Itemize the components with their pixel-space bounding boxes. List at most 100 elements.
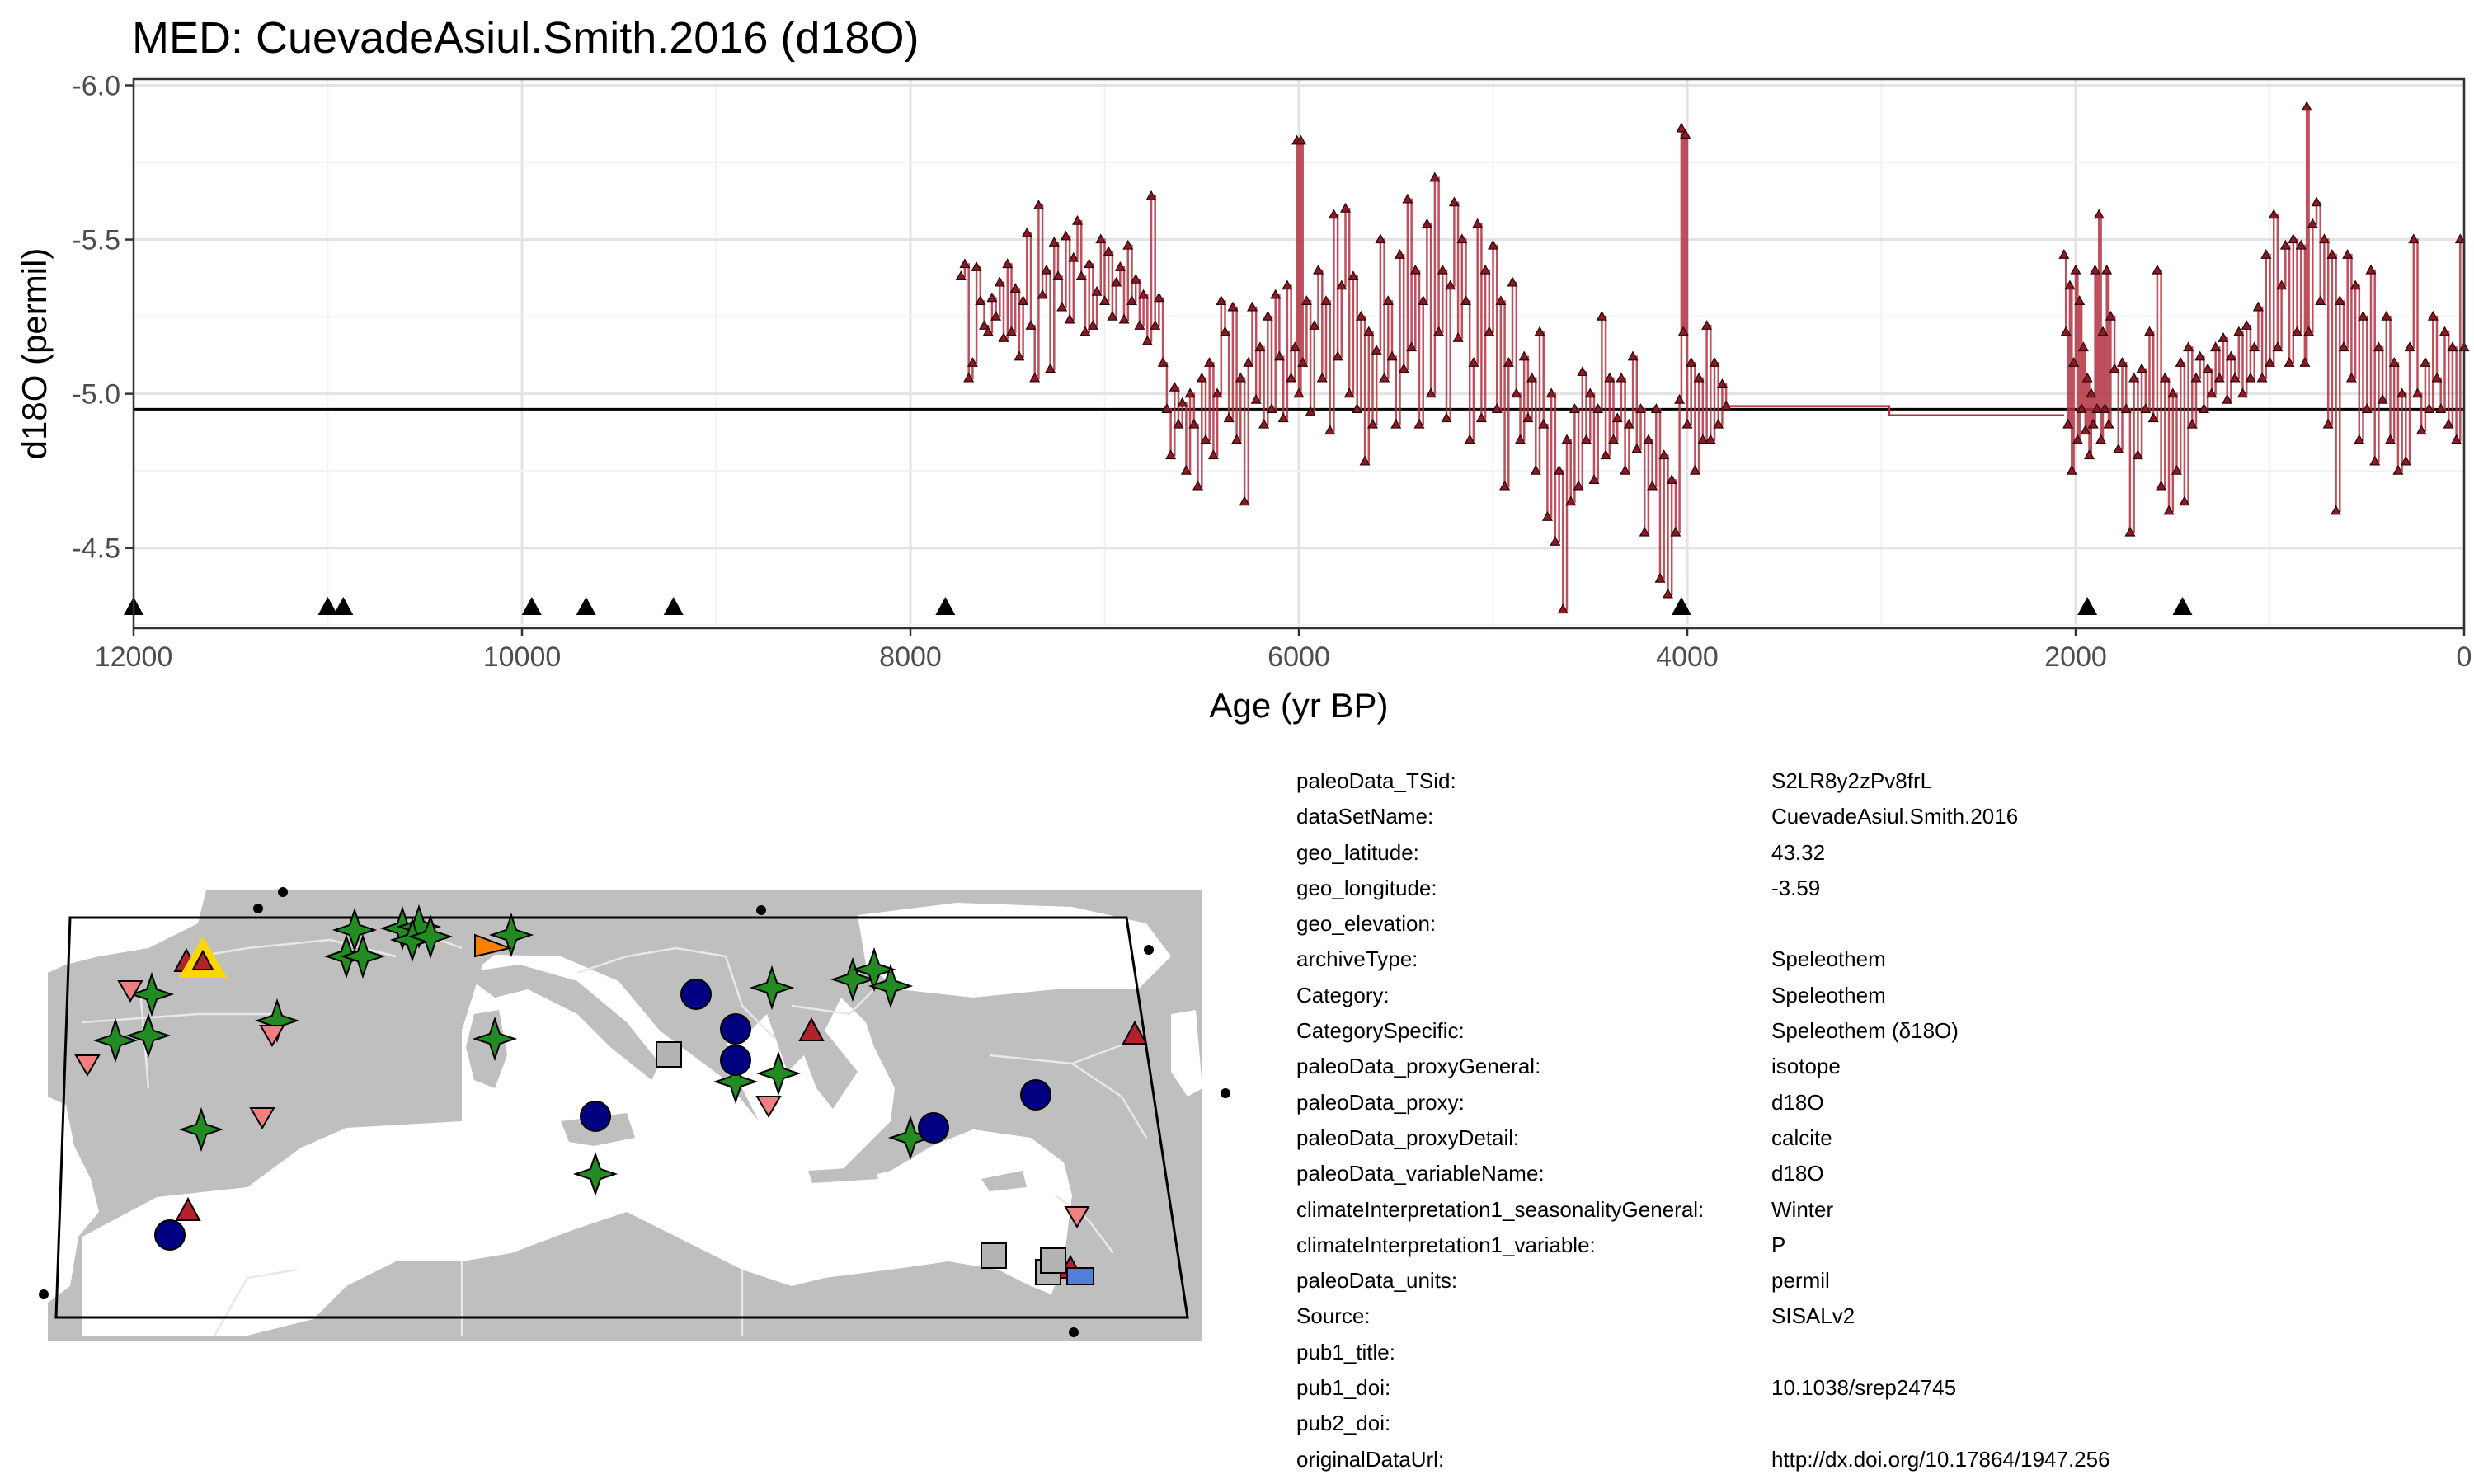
- data-point: [1243, 356, 1254, 367]
- chronology-markers: [124, 597, 2193, 615]
- data-point: [2354, 434, 2365, 444]
- data-point: [2396, 387, 2408, 398]
- data-point: [1161, 403, 1173, 413]
- data-point: [2338, 341, 2349, 352]
- data-point: [1600, 449, 1611, 460]
- data-point: [2411, 387, 2423, 398]
- data-point: [1406, 341, 1418, 352]
- y-axis-title: d18O (permil): [15, 248, 54, 460]
- data-point: [2171, 464, 2182, 475]
- data-point: [2443, 418, 2454, 429]
- data-point: [1032, 200, 1044, 210]
- data-point: [963, 372, 975, 383]
- data-point: [2124, 526, 2136, 537]
- data-point: [1654, 572, 1666, 583]
- data-point: [1145, 190, 1157, 200]
- map-site-triangle: [175, 1196, 201, 1221]
- data-point: [2076, 403, 2087, 413]
- data-point: [2225, 350, 2236, 361]
- data-point: [1072, 214, 1084, 225]
- data-point: [2103, 418, 2114, 429]
- data-point: [1258, 418, 1270, 429]
- data-point: [2156, 480, 2167, 491]
- data-point: [1534, 326, 1545, 336]
- data-point: [1425, 387, 1437, 398]
- data-point: [2435, 403, 2447, 413]
- data-point: [2303, 326, 2315, 336]
- data-point: [1421, 218, 1432, 228]
- data-point: [1375, 233, 1386, 244]
- data-point: [1207, 449, 1219, 460]
- data-point: [2288, 233, 2299, 244]
- data-point: [1336, 279, 1348, 290]
- metadata-value: Winter: [1771, 1196, 1834, 1222]
- data-point: [2373, 341, 2384, 352]
- data-point: [2091, 403, 2103, 413]
- data-point: [1204, 356, 1216, 367]
- data-point: [1607, 434, 1620, 444]
- data-point: [2136, 363, 2147, 373]
- data-point: [1235, 372, 1246, 383]
- data-point: [1518, 350, 1530, 361]
- data-point: [1592, 403, 1604, 413]
- data-point: [2331, 505, 2342, 515]
- data-point: [2400, 455, 2411, 466]
- metadata-value: P: [1771, 1232, 1786, 1257]
- data-point: [2361, 403, 2373, 413]
- data-point: [2392, 464, 2404, 475]
- data-point: [1079, 326, 1091, 336]
- data-point: [1577, 366, 1588, 377]
- data-point: [2315, 295, 2326, 305]
- data-point: [1366, 418, 1379, 429]
- data-point: [2345, 372, 2357, 383]
- data-point: [2299, 356, 2311, 367]
- data-point: [1569, 403, 1580, 413]
- data-point: [2326, 249, 2338, 259]
- data-point: [2454, 233, 2466, 244]
- data-point: [2384, 434, 2396, 444]
- data-point: [2439, 326, 2450, 336]
- data-point: [2377, 393, 2388, 404]
- map-frame: [54, 916, 1189, 1319]
- data-point: [1277, 412, 1289, 423]
- map-green-stars: [92, 904, 934, 1197]
- data-point: [1273, 350, 1285, 361]
- metadata-key: paleoData_proxyDetail:: [1296, 1125, 1520, 1150]
- metadata-value: d18O: [1771, 1161, 1824, 1186]
- metadata-value: Speleothem (δ18O): [1771, 1018, 1959, 1044]
- data-point: [2064, 279, 2076, 290]
- data-point: [1293, 387, 1305, 398]
- chronology-marker: [576, 597, 596, 615]
- data-point: [2105, 310, 2116, 321]
- map-site-triangle-down: [249, 1107, 275, 1129]
- map-site-square-blue: [1066, 1267, 1094, 1285]
- data-point: [1588, 474, 1600, 485]
- data-point: [2322, 418, 2334, 429]
- data-point: [1118, 313, 1130, 324]
- data-point: [1616, 372, 1627, 383]
- data-point: [1670, 526, 1681, 537]
- data-point: [2233, 326, 2245, 336]
- data-point: [1211, 387, 1223, 398]
- data-point: [1716, 378, 1728, 389]
- x-axis-title: Age (yr BP): [1209, 686, 1388, 725]
- data-point: [1037, 289, 1048, 299]
- data-point: [1192, 480, 1204, 491]
- data-point: [1169, 381, 1180, 392]
- y-tick-label: -5.0: [72, 379, 120, 411]
- chronology-marker: [333, 597, 354, 615]
- data-point: [2451, 434, 2462, 444]
- x-tick-label: 2000: [2044, 641, 2107, 673]
- map-site-star: [129, 971, 175, 1017]
- data-point: [1188, 418, 1200, 429]
- data-point: [2279, 239, 2291, 250]
- metadata-key: climateInterpretation1_variable:: [1296, 1232, 1596, 1257]
- metadata-key: climateInterpretation1_seasonalityGenera…: [1296, 1196, 1705, 1222]
- metadata-key: geo_longitude:: [1296, 875, 1437, 900]
- data-point: [1441, 412, 1452, 423]
- data-point: [1596, 310, 1607, 321]
- data-point: [1068, 251, 1079, 262]
- data-point: [1720, 400, 1732, 411]
- data-point: [1025, 320, 1037, 330]
- data-point: [1134, 320, 1145, 330]
